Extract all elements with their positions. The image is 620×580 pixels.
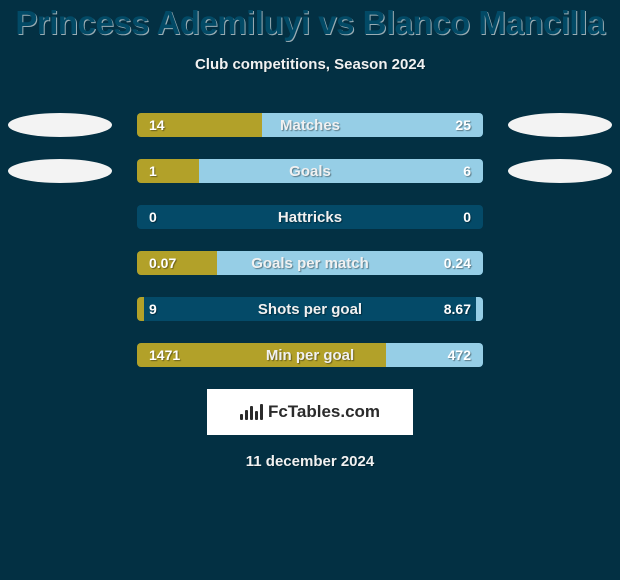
stat-bar: 1425Matches [137, 113, 483, 137]
stat-row: 0 0Hattricks [0, 205, 620, 229]
stat-value-right: 0.24 [432, 251, 483, 275]
stat-value-right: 0 [451, 205, 483, 229]
stat-value-left: 1471 [137, 343, 192, 367]
stat-value-left: 0 [137, 205, 169, 229]
player-marker-right [508, 159, 612, 183]
comparison-infographic: Princess Ademiluyi vs Blanco Mancilla Cl… [0, 0, 620, 580]
stat-value-left: 1 [137, 159, 169, 183]
stat-value-left: 9 [137, 297, 169, 321]
stat-value-left: 0.07 [137, 251, 188, 275]
stat-value-right: 6 [451, 159, 483, 183]
barchart-icon [240, 404, 262, 420]
stat-value-right: 8.67 [432, 297, 483, 321]
stat-value-right: 472 [436, 343, 483, 367]
page-title: Princess Ademiluyi vs Blanco Mancilla [0, 4, 620, 42]
stat-row: 98.67Shots per goal [0, 297, 620, 321]
stat-value-right: 25 [443, 113, 483, 137]
logo-text: FcTables.com [268, 402, 380, 422]
player-marker-left [8, 159, 112, 183]
stat-label: Hattricks [137, 205, 483, 229]
stat-row: 16Goals [0, 159, 620, 183]
stats-list: 1425Matches16Goals00Hattricks0.070.24Goa… [0, 113, 620, 367]
stat-bar: 0.070.24Goals per match [137, 251, 483, 275]
stat-row: 1471472Min per goal [0, 343, 620, 367]
stat-bar: 98.67Shots per goal [137, 297, 483, 321]
stat-bar: 0 0Hattricks [137, 205, 483, 229]
player-marker-left [8, 113, 112, 137]
stat-row: 1425Matches [0, 113, 620, 137]
bar-fill-right [199, 159, 483, 183]
stat-bar: 1471472Min per goal [137, 343, 483, 367]
stat-row: 0.070.24Goals per match [0, 251, 620, 275]
stat-bar: 16Goals [137, 159, 483, 183]
footer-date: 11 december 2024 [0, 453, 620, 470]
player-marker-right [508, 113, 612, 137]
subtitle: Club competitions, Season 2024 [0, 56, 620, 73]
logo-box: FcTables.com [207, 389, 413, 435]
stat-value-left: 14 [137, 113, 177, 137]
